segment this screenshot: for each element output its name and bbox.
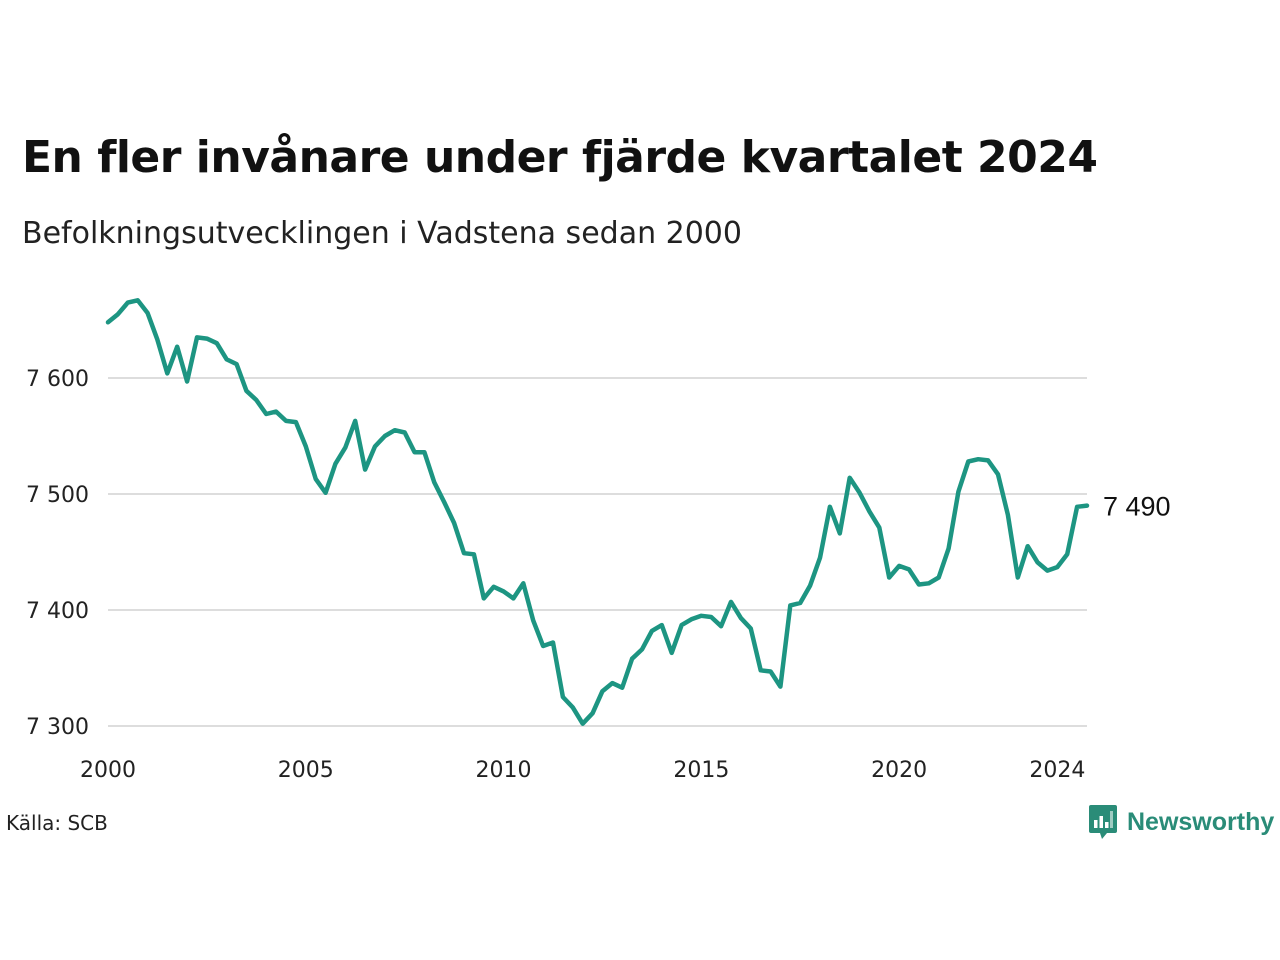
x-tick-label: 2010 [476,758,532,783]
y-tick-label: 7 300 [26,715,89,740]
end-value-label: 7 490 [1103,492,1171,522]
brand-name: Newsworthy [1127,807,1275,836]
population-line [105,298,1090,726]
y-tick-label: 7 600 [26,367,89,392]
x-tick-label: 2015 [673,758,729,783]
x-tick-label: 2005 [278,758,334,783]
x-tick-label: 2000 [80,758,136,783]
chart-subtitle: Befolkningsutvecklingen i Vadstena sedan… [22,216,742,251]
y-tick-label: 7 500 [26,483,89,508]
newsworthy-logo-icon [1089,805,1117,839]
x-tick-label: 2020 [871,758,927,783]
gridlines [108,377,1087,727]
x-axis-ticks: 2000 2005 2010 2015 2020 2024 [80,758,1085,783]
y-axis-ticks: 7 300 7 400 7 500 7 600 [26,367,89,740]
source-note: Källa: SCB [6,811,108,835]
chart-title: En fler invånare under fjärde kvartalet … [22,132,1098,183]
x-tick-label: 2024 [1029,758,1085,783]
newsworthy-brand: Newsworthy [1088,804,1274,840]
y-tick-label: 7 400 [26,599,89,624]
